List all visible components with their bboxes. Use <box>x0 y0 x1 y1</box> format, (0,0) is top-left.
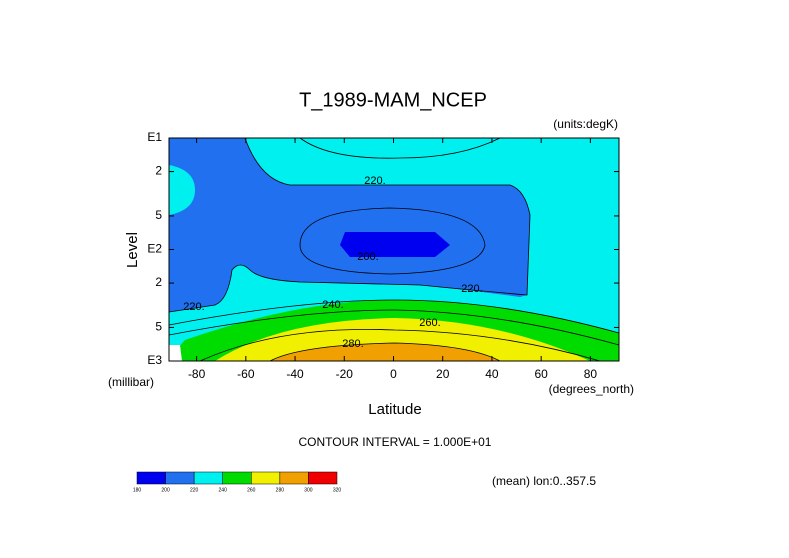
contour-line <box>199 328 601 362</box>
x-tick-label: -40 <box>286 367 304 381</box>
contour-line <box>269 342 501 362</box>
x-tick-label: 60 <box>534 367 548 381</box>
colorbar-label: 280 <box>276 487 285 493</box>
colorbar-label: 300 <box>304 487 313 493</box>
colorbar-label: 180 <box>133 487 142 493</box>
colorbar-label: 200 <box>161 487 170 493</box>
chart-title: T_1989-MAM_NCEP <box>299 89 487 111</box>
colorbar-label: 220 <box>190 487 199 493</box>
contour-label: 220. <box>183 301 204 313</box>
contour-region <box>340 232 450 257</box>
contour-line <box>168 137 531 313</box>
contour-line <box>299 207 486 275</box>
x-tick-label: 20 <box>436 367 450 381</box>
x-axis-unit: (degrees_north) <box>549 382 634 396</box>
contour-line <box>168 299 620 334</box>
colorbar-label: 260 <box>247 487 256 493</box>
contour-label: 200. <box>357 251 378 263</box>
y-axis-title: Level <box>124 232 141 268</box>
colorbar-label: 240 <box>219 487 228 493</box>
x-tick-label: -80 <box>188 367 206 381</box>
y-tick-label: E2 <box>147 242 162 256</box>
y-tick-label: E3 <box>147 353 162 367</box>
contour-line <box>168 309 620 346</box>
contour-label: 220. <box>461 283 482 295</box>
colorbar-label: 320 <box>333 487 342 493</box>
colorbar-box <box>251 471 281 485</box>
contour-label: 220. <box>364 175 385 187</box>
note: (mean) lon:0..357.5 <box>492 474 596 488</box>
y-tick-label: 5 <box>155 208 162 222</box>
y-tick-label: 2 <box>155 164 162 178</box>
y-tick-label: E1 <box>147 130 162 144</box>
colorbar-box <box>136 471 166 485</box>
contour-label: 260. <box>419 317 440 329</box>
colorbar-box <box>193 471 223 485</box>
contour-interval: CONTOUR INTERVAL = 1.000E+01 <box>299 435 492 449</box>
y-axis-unit: (millibar) <box>108 375 154 389</box>
contour-line <box>299 137 501 159</box>
colorbar-box <box>222 471 252 485</box>
x-tick-label: -20 <box>336 367 354 381</box>
contour-region <box>169 165 195 215</box>
x-tick-label: 0 <box>390 367 397 381</box>
colorbar-box <box>165 471 195 485</box>
colorbar-box <box>308 471 338 485</box>
units-label: (units:degK) <box>553 117 618 131</box>
colorbar-box <box>279 471 309 485</box>
y-tick-label: 2 <box>155 275 162 289</box>
contour-label: 240. <box>322 299 343 311</box>
white-gap <box>169 345 182 361</box>
contour-label: 280. <box>342 338 363 350</box>
x-tick-label: -60 <box>237 367 255 381</box>
contour-region <box>169 138 530 312</box>
y-tick-label: 5 <box>155 320 162 334</box>
x-tick-label: 40 <box>485 367 499 381</box>
x-axis-title: Latitude <box>368 401 421 418</box>
x-tick-label: 80 <box>584 367 598 381</box>
